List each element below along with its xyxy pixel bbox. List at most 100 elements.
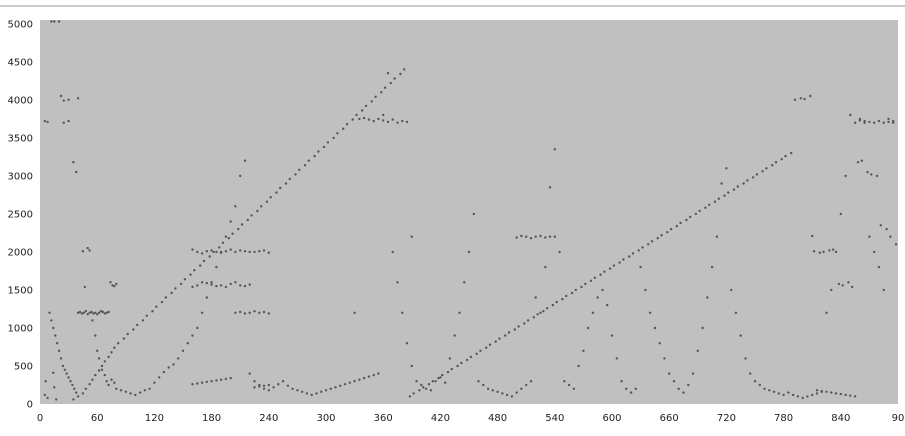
data-point [286, 384, 290, 387]
x-tick-label: 300 [316, 413, 335, 424]
x-tick-label: 600 [602, 413, 621, 424]
data-point [196, 382, 199, 385]
data-point [208, 255, 211, 258]
data-point [691, 372, 695, 375]
data-point [67, 376, 70, 379]
data-point [830, 288, 833, 292]
data-point [107, 310, 110, 314]
y-tick-label: 3000 [8, 171, 33, 182]
data-point [115, 282, 118, 286]
data-point [882, 121, 885, 124]
data-point [565, 294, 568, 298]
data-point [84, 310, 88, 313]
data-point [410, 235, 413, 238]
data-point [136, 323, 139, 327]
data-point [510, 395, 514, 398]
data-point [65, 372, 68, 375]
data-point [153, 381, 156, 384]
data-point [234, 205, 237, 208]
data-point [298, 168, 301, 171]
data-point [885, 227, 888, 231]
data-point [849, 113, 852, 117]
data-point [75, 391, 78, 394]
data-point [196, 284, 199, 287]
x-tick-label: 660 [660, 413, 679, 424]
data-point [628, 255, 631, 258]
data-point [229, 376, 232, 380]
data-point [834, 250, 838, 254]
data-point [472, 212, 475, 216]
data-point [248, 311, 251, 314]
data-point [689, 215, 692, 219]
data-point [234, 250, 237, 254]
data-point [296, 389, 299, 392]
data-point [160, 300, 164, 304]
data-point [887, 120, 890, 124]
data-point [782, 393, 785, 397]
data-point [294, 173, 297, 176]
x-tick-label: 480 [488, 413, 507, 424]
data-point [763, 387, 766, 390]
data-point [755, 173, 759, 176]
data-point [81, 392, 85, 395]
data-point [202, 259, 206, 263]
data-point [57, 349, 61, 352]
data-point [687, 383, 690, 387]
data-point [701, 326, 704, 330]
data-point [358, 117, 361, 121]
data-point [458, 311, 461, 314]
data-point [832, 248, 835, 251]
data-point [215, 250, 218, 254]
data-point [148, 387, 151, 390]
data-point [837, 282, 841, 286]
data-point [267, 383, 270, 387]
data-point [181, 349, 185, 352]
data-point [799, 97, 802, 100]
data-point [54, 334, 57, 337]
data-point [863, 119, 866, 123]
data-point [97, 311, 101, 314]
data-point [815, 392, 819, 395]
data-point [694, 212, 698, 216]
data-point [853, 395, 857, 398]
data-point [589, 279, 593, 282]
y-tick-label: 1500 [8, 285, 33, 296]
data-point [856, 161, 860, 164]
data-point [141, 319, 145, 322]
data-point [348, 381, 351, 384]
data-point [751, 176, 755, 179]
data-point [622, 258, 625, 261]
data-point [485, 346, 488, 349]
data-point [59, 357, 63, 360]
data-point [117, 342, 120, 345]
data-point [55, 398, 58, 401]
data-point [219, 284, 223, 287]
data-point [103, 373, 107, 377]
data-point [115, 387, 118, 390]
data-point [825, 311, 828, 314]
data-point [76, 311, 80, 314]
data-point [229, 282, 232, 286]
data-point [62, 99, 65, 102]
data-point [713, 200, 717, 203]
data-point [107, 383, 110, 387]
data-point [787, 391, 790, 394]
data-point [310, 393, 313, 397]
data-point [577, 364, 580, 368]
data-point [109, 281, 112, 284]
data-point [167, 366, 170, 369]
data-point [313, 154, 316, 158]
data-point [61, 364, 65, 368]
data-point [555, 300, 558, 304]
data-point [768, 389, 771, 392]
data-point [675, 224, 678, 228]
data-point [234, 311, 237, 314]
data-point [143, 389, 147, 392]
data-point [250, 214, 253, 217]
data-point [191, 248, 194, 251]
data-point [725, 167, 728, 170]
data-point [88, 311, 91, 314]
data-point [469, 355, 473, 359]
data-point [86, 246, 89, 250]
data-point [196, 326, 199, 330]
